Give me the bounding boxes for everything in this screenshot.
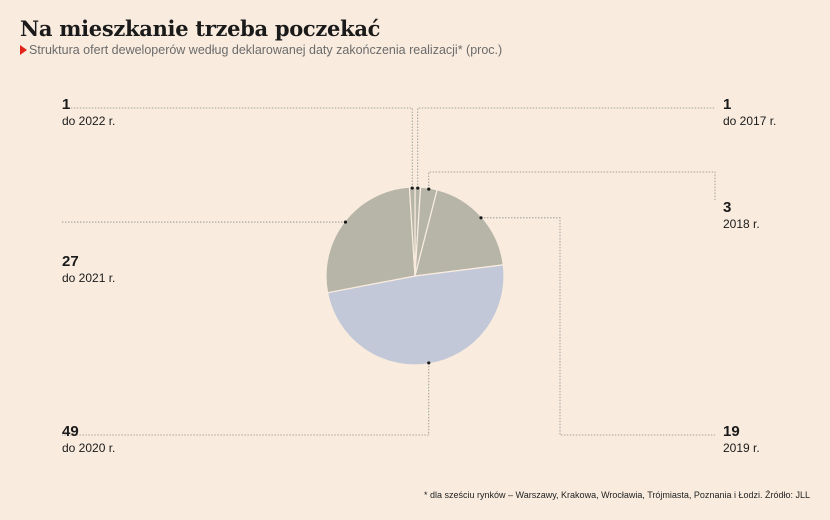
label-value: 1: [723, 96, 732, 113]
label-2018: 3 2018 r.: [723, 199, 760, 231]
slice-do-2021-dot: [343, 220, 348, 224]
footnote: * dla sześciu rynków – Warszawy, Krakowa…: [424, 490, 810, 500]
label-value: 49: [62, 423, 79, 440]
label-do-2017: 1 do 2017 r.: [723, 96, 777, 128]
label-category: do 2017 r.: [723, 113, 777, 128]
label-category: do 2021 r.: [62, 270, 116, 285]
slice-2019-leader: [481, 217, 715, 436]
slice-2018-leader: [428, 171, 716, 200]
label-value: 3: [723, 199, 732, 216]
label-category: do 2022 r.: [62, 113, 116, 128]
label-do-2020: 49 do 2020 r.: [62, 423, 116, 455]
label-category: do 2020 r.: [62, 440, 116, 455]
red-triangle-icon: [20, 45, 27, 55]
label-value: 19: [723, 423, 740, 440]
chart-subtitle: Struktura ofert deweloperów według dekla…: [20, 43, 502, 57]
slice-2019-dot: [479, 216, 483, 220]
slice-do-2022-dot: [410, 186, 414, 190]
slice-do-2017-dot: [416, 186, 420, 190]
chart-title: Na mieszkanie trzeba poczekać: [20, 16, 381, 41]
label-value: 27: [62, 253, 79, 270]
leader-dots: [343, 186, 483, 365]
leader-lines: [62, 107, 716, 436]
label-do-2022: 1 do 2022 r.: [62, 96, 116, 128]
slice-do-2020-dot: [427, 361, 431, 365]
slice-2018-dot: [427, 187, 431, 191]
slice-do-2020-leader: [62, 362, 430, 436]
slice-do-2017-leader: [417, 107, 715, 189]
subtitle-text: Struktura ofert deweloperów według dekla…: [29, 43, 503, 57]
label-category: 2019 r.: [723, 440, 760, 455]
label-value: 1: [62, 96, 71, 113]
label-2019: 19 2019 r.: [723, 423, 760, 455]
label-category: 2018 r.: [723, 216, 760, 231]
label-do-2021: 27 do 2021 r.: [62, 253, 116, 285]
slice-do-2021: [325, 186, 416, 294]
pie-slices: [325, 186, 505, 366]
